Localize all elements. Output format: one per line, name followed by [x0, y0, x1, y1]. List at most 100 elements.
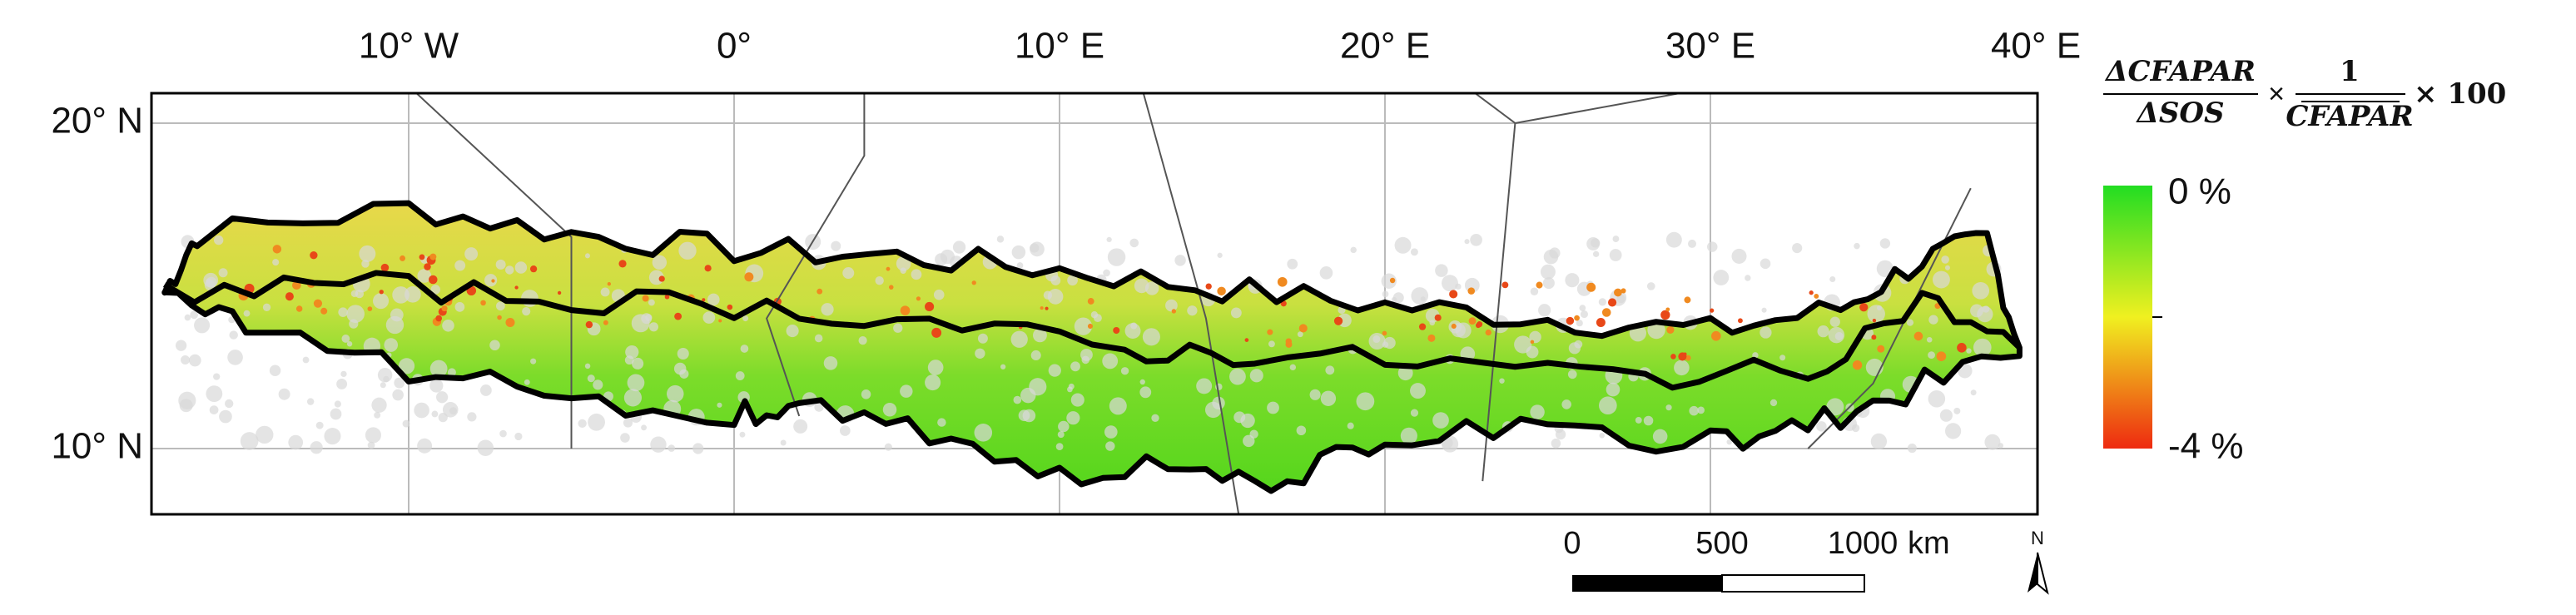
- decline-spot: [658, 275, 665, 282]
- no-data-patch: [1325, 365, 1335, 375]
- no-data-patch: [740, 345, 749, 353]
- longitude-label: 0°: [717, 26, 752, 67]
- no-data-patch: [1760, 326, 1772, 339]
- decline-spot: [1285, 338, 1293, 345]
- no-data-patch: [1068, 383, 1075, 389]
- no-data-patch: [974, 424, 993, 442]
- no-data-patch: [1410, 383, 1426, 399]
- decline-spot: [1665, 307, 1670, 312]
- no-data-patch: [1542, 277, 1555, 290]
- no-data-patch: [1139, 379, 1145, 385]
- no-data-patch: [1013, 395, 1022, 404]
- decline-spot: [1737, 318, 1743, 324]
- no-data-patch: [214, 235, 224, 246]
- no-data-patch: [1939, 409, 1953, 422]
- no-data-patch: [1928, 315, 1938, 325]
- no-data-patch: [522, 307, 531, 316]
- no-data-patch: [336, 378, 348, 389]
- no-data-patch: [1530, 287, 1539, 295]
- no-data-patch: [667, 384, 684, 403]
- no-data-patch: [194, 317, 211, 334]
- no-data-patch: [624, 355, 634, 365]
- decline-spot: [674, 312, 682, 320]
- no-data-patch: [373, 293, 390, 310]
- no-data-patch: [219, 409, 232, 424]
- decline-spot: [367, 306, 373, 311]
- no-data-patch: [1612, 236, 1620, 242]
- no-data-patch: [927, 360, 944, 375]
- decline-spot: [1449, 290, 1458, 299]
- no-data-patch: [1411, 287, 1429, 305]
- no-data-patch: [1592, 250, 1600, 257]
- no-data-patch: [1000, 364, 1006, 369]
- decline-spot: [816, 288, 823, 295]
- no-data-patch: [324, 428, 341, 445]
- no-data-patch: [1030, 350, 1041, 360]
- no-data-patch: [1268, 340, 1275, 348]
- decline-spot: [1814, 294, 1819, 299]
- no-data-patch: [1932, 270, 1950, 289]
- no-data-patch: [436, 391, 449, 404]
- no-data-patch: [1514, 335, 1532, 354]
- decline-spot: [704, 265, 712, 272]
- no-data-patch: [203, 272, 219, 288]
- no-data-patch: [1134, 278, 1149, 294]
- no-data-patch: [1296, 425, 1307, 436]
- no-data-patch: [1972, 282, 1990, 300]
- no-data-patch: [414, 402, 429, 419]
- no-data-patch: [334, 400, 341, 408]
- decline-spot: [491, 279, 495, 283]
- no-data-patch: [1105, 441, 1115, 451]
- no-data-patch: [631, 314, 650, 333]
- no-data-patch: [484, 274, 498, 287]
- no-data-patch: [1665, 231, 1682, 248]
- no-data-patch: [1665, 404, 1672, 411]
- no-data-patch: [206, 385, 223, 403]
- no-data-patch: [1944, 265, 1950, 270]
- longitude-label: 40° E: [1991, 26, 2081, 67]
- no-data-patch: [1058, 420, 1070, 433]
- decline-spot: [900, 305, 911, 315]
- no-data-patch: [1102, 353, 1119, 369]
- decline-spot: [1244, 338, 1249, 342]
- colorbar-top-label: 0 %: [2168, 171, 2231, 212]
- no-data-patch: [925, 374, 941, 391]
- no-data-patch: [346, 305, 365, 323]
- decline-spot: [1451, 323, 1457, 330]
- no-data-patch: [1688, 239, 1696, 248]
- no-data-patch: [742, 315, 749, 322]
- no-data-patch: [937, 418, 946, 427]
- north-label: N: [2031, 528, 2044, 548]
- no-data-patch: [793, 419, 808, 434]
- no-data-patch: [1016, 262, 1024, 269]
- no-data-patch: [1382, 290, 1389, 298]
- decline-spot: [1566, 316, 1575, 325]
- no-data-patch: [1540, 264, 1556, 280]
- no-data-patch: [1579, 305, 1586, 312]
- no-data-patch: [588, 413, 605, 431]
- decline-spot: [380, 263, 390, 272]
- no-data-patch: [1103, 269, 1110, 277]
- decline-spot: [1171, 309, 1177, 314]
- no-data-patch: [1606, 382, 1621, 397]
- no-data-patch: [1926, 336, 1933, 343]
- decline-spot: [1045, 306, 1049, 310]
- no-data-patch: [593, 379, 603, 390]
- no-data-patch: [213, 373, 221, 380]
- no-data-patch: [209, 405, 219, 414]
- decline-spot: [1601, 308, 1611, 317]
- decline-spot: [1418, 323, 1427, 330]
- no-data-patch: [1067, 275, 1078, 286]
- no-data-patch: [620, 433, 630, 443]
- no-data-patch: [1561, 399, 1571, 409]
- no-data-patch: [1568, 342, 1581, 355]
- no-data-patch: [1381, 273, 1397, 289]
- no-data-patch: [315, 421, 324, 429]
- no-data-patch: [390, 308, 404, 322]
- decline-spot: [419, 254, 425, 260]
- no-data-patch: [786, 325, 799, 338]
- no-data-patch: [479, 384, 492, 396]
- decline-spot: [1087, 298, 1094, 305]
- decline-spot: [1427, 334, 1436, 342]
- scale-bar-black: [1572, 575, 1722, 592]
